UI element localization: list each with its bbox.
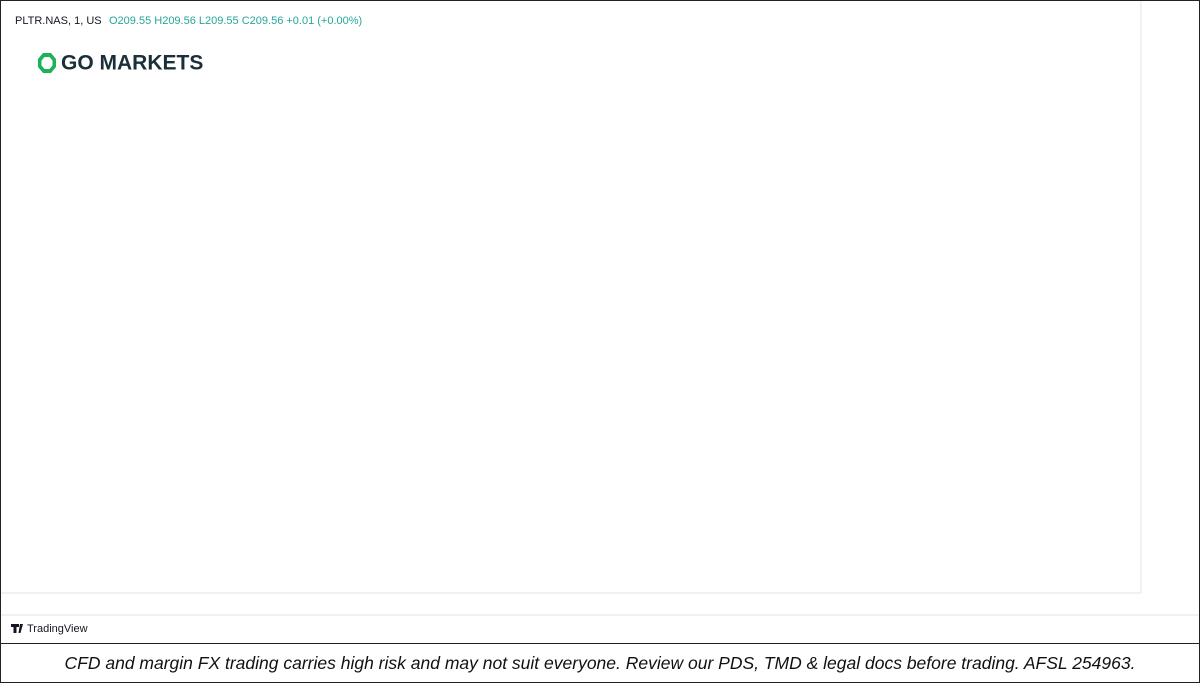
chart-background	[1, 1, 1199, 642]
tradingview-icon	[11, 624, 23, 633]
logo-text: GO MARKETS	[61, 52, 203, 75]
logo-icon-inner	[41, 57, 53, 69]
ohlc-legend: O209.55 H209.56 L209.55 C209.56 +0.01 (+…	[109, 15, 362, 27]
tradingview-text: TradingView	[27, 623, 88, 635]
disclaimer: CFD and margin FX trading carries high r…	[1, 643, 1199, 683]
chart: PLTR.NAS, 1, US O209.55 H209.56 L209.55 …	[1, 1, 1199, 642]
symbol: PLTR.NAS, 1, US	[15, 15, 102, 27]
tradingview-badge: TradingView	[11, 623, 88, 635]
logo: GO MARKETS	[38, 52, 203, 75]
